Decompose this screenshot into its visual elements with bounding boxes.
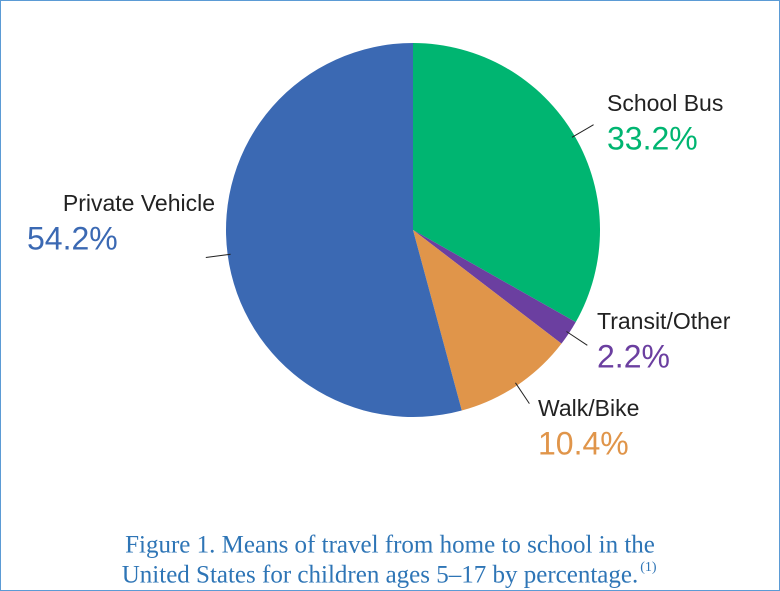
caption-reference: (1) (640, 560, 657, 575)
slice-value: 54.2% (27, 220, 118, 256)
pie-slice (413, 230, 576, 344)
slice-label: Private Vehicle (63, 190, 215, 216)
slice-value: 10.4% (538, 425, 629, 461)
leader-line (566, 331, 588, 346)
leader-line (205, 253, 231, 258)
caption: United States for children ages 5–17 by … (122, 562, 639, 589)
pie-slice (413, 230, 562, 411)
pie-slice (226, 43, 462, 418)
slice-value: 2.2% (597, 338, 670, 374)
pie-slice (413, 43, 601, 323)
leader-line (515, 382, 530, 404)
slice-label: Walk/Bike (538, 395, 639, 421)
leader-line (571, 124, 594, 138)
slice-label: Transit/Other (597, 308, 731, 334)
slice-value: 33.2% (607, 120, 698, 156)
caption: Figure 1. Means of travel from home to s… (125, 532, 655, 559)
slice-label: School Bus (607, 90, 723, 116)
